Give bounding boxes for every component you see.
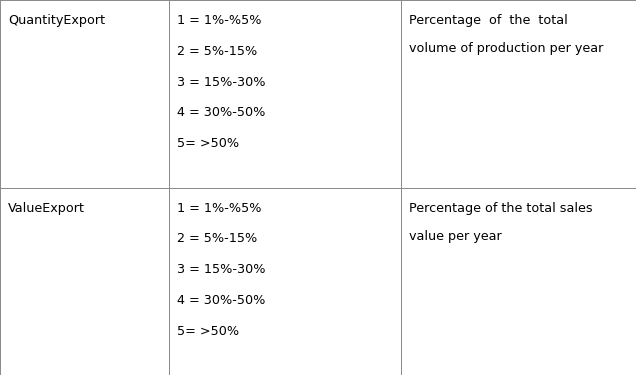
- Text: volume of production per year: volume of production per year: [409, 42, 604, 56]
- Text: 4 = 30%-50%: 4 = 30%-50%: [177, 294, 265, 307]
- Text: 2 = 5%-15%: 2 = 5%-15%: [177, 45, 257, 58]
- Text: Percentage  of  the  total: Percentage of the total: [409, 14, 568, 27]
- Text: 4 = 30%-50%: 4 = 30%-50%: [177, 106, 265, 120]
- Text: QuantityExport: QuantityExport: [8, 14, 106, 27]
- Text: ValueExport: ValueExport: [8, 202, 85, 215]
- Text: 1 = 1%-%5%: 1 = 1%-%5%: [177, 14, 261, 27]
- Text: 5= >50%: 5= >50%: [177, 137, 239, 150]
- Text: 2 = 5%-15%: 2 = 5%-15%: [177, 232, 257, 246]
- Text: value per year: value per year: [409, 230, 502, 243]
- Text: 1 = 1%-%5%: 1 = 1%-%5%: [177, 202, 261, 215]
- Text: Percentage of the total sales: Percentage of the total sales: [409, 202, 593, 215]
- Text: 3 = 15%-30%: 3 = 15%-30%: [177, 263, 265, 276]
- Text: 3 = 15%-30%: 3 = 15%-30%: [177, 76, 265, 89]
- Text: 5= >50%: 5= >50%: [177, 325, 239, 338]
